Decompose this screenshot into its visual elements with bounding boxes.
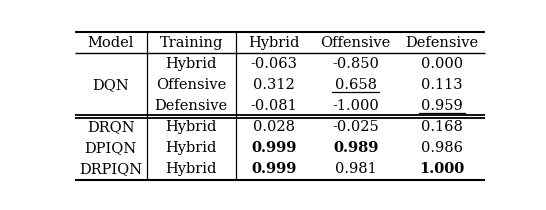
Text: Training: Training (159, 36, 223, 50)
Text: 0.168: 0.168 (421, 120, 463, 134)
Text: 0.312: 0.312 (253, 78, 295, 92)
Text: Defensive: Defensive (155, 99, 228, 113)
Text: 0.959: 0.959 (421, 99, 463, 113)
Text: -1.000: -1.000 (333, 99, 379, 113)
Text: -0.081: -0.081 (251, 99, 298, 113)
Text: 0.028: 0.028 (253, 120, 295, 134)
Text: 0.981: 0.981 (335, 162, 377, 176)
Text: 1.000: 1.000 (419, 162, 465, 176)
Text: DRPIQN: DRPIQN (79, 162, 143, 176)
Text: Offensive: Offensive (156, 78, 227, 92)
Text: DPIQN: DPIQN (85, 141, 137, 155)
Text: Defensive: Defensive (405, 36, 478, 50)
Text: 0.989: 0.989 (333, 141, 378, 155)
Text: 0.000: 0.000 (421, 57, 463, 71)
Text: -0.025: -0.025 (333, 120, 379, 134)
Text: Hybrid: Hybrid (165, 57, 217, 71)
Text: -0.063: -0.063 (251, 57, 298, 71)
Text: -0.850: -0.850 (332, 57, 379, 71)
Text: Offensive: Offensive (321, 36, 391, 50)
Text: DRQN: DRQN (87, 120, 134, 134)
Text: Hybrid: Hybrid (248, 36, 300, 50)
Text: 0.658: 0.658 (335, 78, 377, 92)
Text: Hybrid: Hybrid (165, 141, 217, 155)
Text: 0.113: 0.113 (421, 78, 462, 92)
Text: Model: Model (87, 36, 134, 50)
Text: Hybrid: Hybrid (165, 120, 217, 134)
Text: 0.999: 0.999 (251, 162, 296, 176)
Text: DQN: DQN (92, 78, 129, 92)
Text: 0.999: 0.999 (251, 141, 296, 155)
Text: Hybrid: Hybrid (165, 162, 217, 176)
Text: 0.986: 0.986 (421, 141, 463, 155)
